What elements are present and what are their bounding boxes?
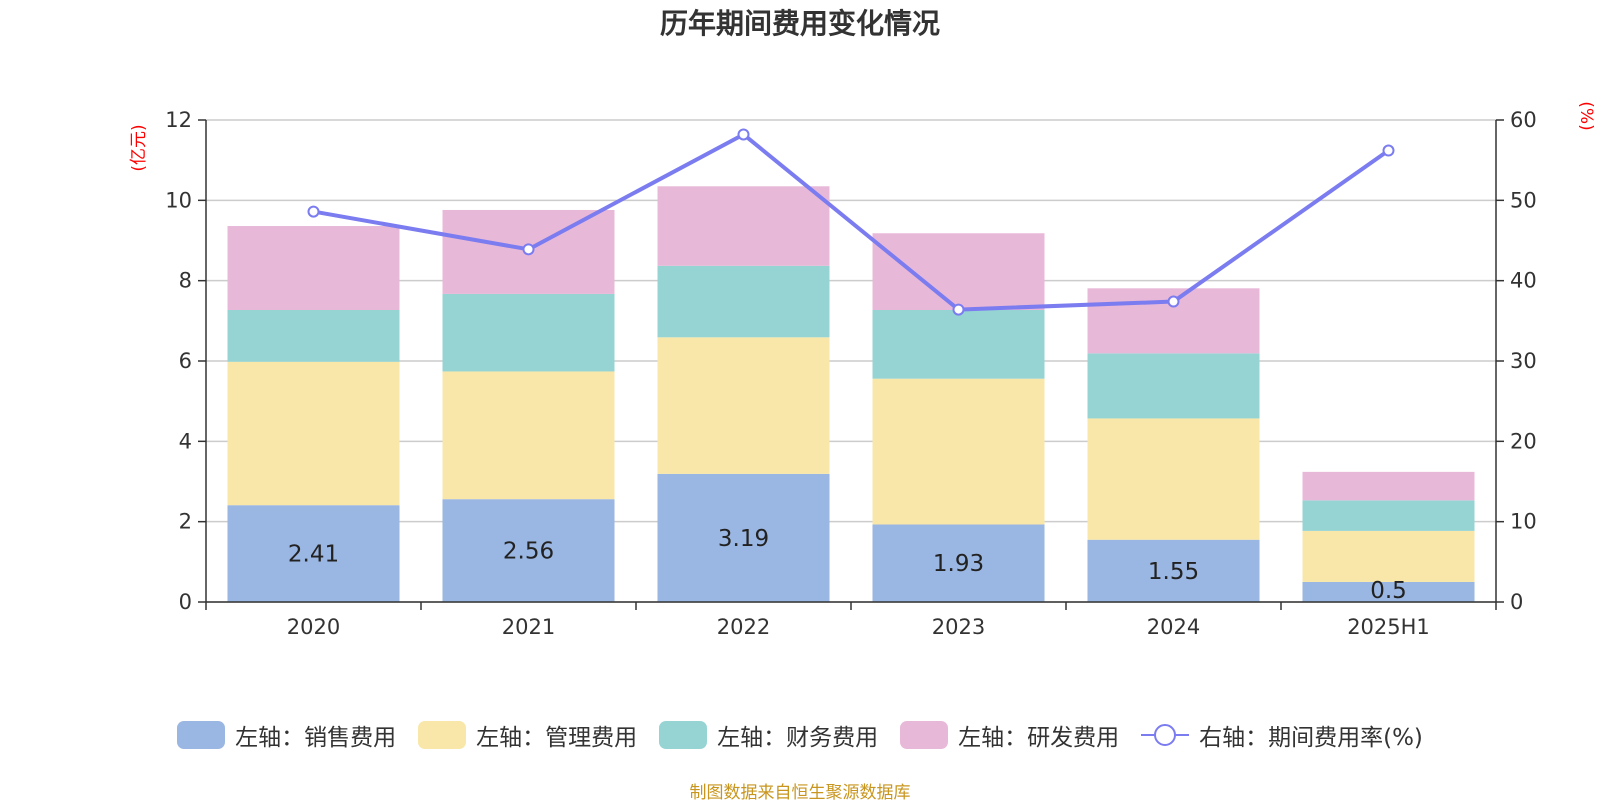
x-axis-tick-label: 2022 — [717, 615, 770, 639]
legend-line-circle — [1154, 724, 1177, 746]
right-axis-tick-label: 30 — [1510, 349, 1537, 373]
bar-finance — [227, 309, 400, 362]
legend-swatch — [418, 721, 467, 749]
bar-rd — [227, 226, 400, 310]
rate-point — [952, 303, 965, 316]
axes: 0 2 4 6 8 10 12 0 10 20 30 40 50 60 2020 2021 2022 2023 20… — [165, 108, 1536, 639]
rate-point — [737, 128, 750, 141]
right-axis-tick-label: 40 — [1510, 269, 1537, 293]
bar-finance — [442, 293, 615, 372]
left-axis-tick-label: 6 — [179, 349, 192, 373]
bar-value-label: 2.56 — [503, 539, 554, 565]
legend-item-sales[interactable]: 左轴：销售费用 — [177, 718, 396, 752]
legend-item-admin[interactable]: 左轴：管理费用 — [418, 718, 637, 752]
bar-rd — [872, 233, 1045, 310]
legend-item-finance[interactable]: 左轴：财务费用 — [659, 718, 878, 752]
bar-finance — [1087, 353, 1260, 419]
legend-swatch — [659, 721, 708, 749]
rate-line-series — [307, 128, 1395, 316]
legend-label: 左轴：财务费用 — [717, 725, 879, 751]
legend-label: 右轴：期间费用率(%) — [1199, 725, 1423, 751]
legend-line-marker — [1141, 724, 1190, 746]
x-axis-tick-label: 2021 — [502, 615, 555, 639]
rate-line — [313, 132, 1390, 312]
bar-value-label: 1.55 — [1148, 559, 1199, 585]
legend-swatch — [177, 721, 226, 749]
x-axis-tick-label: 2024 — [1147, 615, 1200, 639]
bar-rd — [1302, 471, 1475, 501]
legend-label: 左轴：研发费用 — [958, 725, 1120, 751]
bar-admin — [227, 361, 400, 506]
source-note: 制图数据来自恒生聚源数据库 — [689, 783, 911, 803]
left-axis-tick-label: 2 — [179, 510, 192, 534]
bar-sales — [442, 499, 615, 602]
left-axis-tick-label: 4 — [179, 429, 192, 453]
right-axis-unit: (%) — [1576, 101, 1596, 130]
bar-sales — [872, 524, 1045, 602]
data-labels: 2.41 2.56 3.19 1.93 1.55 0.5 — [288, 526, 1407, 604]
rate-point — [307, 205, 320, 218]
left-axis-tick-label: 12 — [165, 108, 192, 132]
legend: 左轴：销售费用 左轴：管理费用 左轴：财务费用 左轴：研发费用 右轴：期间费用率(%) — [0, 718, 1600, 752]
legend-swatch — [900, 721, 949, 749]
bar-sales — [1087, 539, 1260, 602]
bar-value-label: 0.5 — [1370, 578, 1407, 604]
x-axis-tick-label: 2023 — [932, 615, 985, 639]
legend-item-rate[interactable]: 右轴：期间费用率(%) — [1141, 718, 1423, 752]
bar-sales — [227, 505, 400, 602]
right-axis-tick-label: 50 — [1510, 188, 1537, 212]
bar-series — [227, 186, 1475, 602]
rate-point — [1167, 295, 1180, 308]
bar-sales — [1302, 581, 1475, 602]
bar-rd — [657, 186, 830, 266]
right-axis-tick-label: 10 — [1510, 510, 1537, 534]
legend-item-rd[interactable]: 左轴：研发费用 — [900, 718, 1119, 752]
bar-finance — [1302, 500, 1475, 531]
bar-value-label: 2.41 — [288, 542, 339, 568]
bar-sales — [657, 473, 830, 602]
rate-point — [1382, 144, 1395, 157]
right-axis-tick-label: 60 — [1510, 108, 1537, 132]
legend-label: 左轴：管理费用 — [476, 725, 638, 751]
x-axis-tick-label: 2020 — [287, 615, 340, 639]
left-axis-tick-label: 8 — [179, 269, 192, 293]
rate-point — [522, 243, 535, 256]
legend-label: 左轴：销售费用 — [235, 725, 397, 751]
chart-title: 历年期间费用变化情况 — [659, 7, 940, 40]
bar-admin — [872, 378, 1045, 525]
x-axis-tick-label: 2025H1 — [1347, 615, 1430, 639]
bar-value-label: 1.93 — [933, 551, 984, 577]
left-axis-tick-label: 0 — [179, 590, 192, 614]
right-axis-tick-label: 0 — [1510, 590, 1523, 614]
right-axis-tick-label: 20 — [1510, 429, 1537, 453]
bar-admin — [442, 371, 615, 500]
bar-finance — [872, 309, 1045, 379]
bar-admin — [657, 337, 830, 474]
bar-value-label: 3.19 — [718, 526, 769, 552]
left-axis-tick-label: 10 — [165, 188, 192, 212]
bar-finance — [657, 265, 830, 338]
chart-canvas: 2.41 2.56 3.19 1.93 1.55 0.5 0 2 4 6 8 10 12 0 10 20 30… — [129, 101, 1596, 639]
left-axis-unit: (亿元) — [129, 124, 149, 171]
bar-admin — [1087, 418, 1260, 540]
bar-admin — [1302, 530, 1475, 582]
